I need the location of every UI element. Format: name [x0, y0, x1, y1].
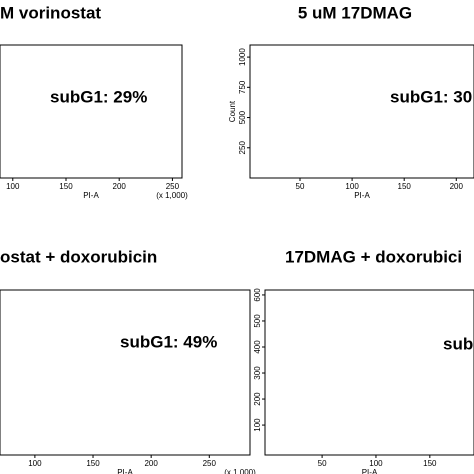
panel-title: 5 uM 17DMAG	[298, 3, 412, 22]
annotation: subG1: 30	[390, 87, 472, 106]
x-tick-label: 50	[318, 459, 327, 468]
x-tick-label: 150	[59, 182, 73, 191]
annotation: subG1: 29%	[50, 87, 147, 106]
x-tick-label: 200	[144, 459, 158, 468]
x-tick-label: 50	[296, 182, 305, 191]
x-axis-unit: (x 1,000)	[224, 468, 256, 474]
x-tick-label: 100	[369, 459, 383, 468]
y-tick-label: 100	[253, 418, 262, 432]
y-tick-label: 750	[238, 80, 247, 94]
x-axis-label: PI-A	[354, 191, 370, 200]
x-tick-label: 150	[398, 182, 412, 191]
x-tick-label: 150	[86, 459, 100, 468]
y-tick-label: 1000	[238, 48, 247, 66]
y-tick-label: 300	[253, 366, 262, 380]
x-tick-label: 100	[6, 182, 20, 191]
x-tick-label: 100	[345, 182, 359, 191]
x-axis-label: PI-A	[83, 191, 99, 200]
x-axis-label: PI-A	[117, 468, 133, 474]
plot-frame	[264, 289, 474, 456]
x-axis-unit: (x 1,000)	[156, 191, 188, 200]
x-tick-label: 200	[450, 182, 464, 191]
y-tick-label: 250	[238, 141, 247, 155]
plot-frame	[249, 44, 474, 179]
y-tick-label: 500	[238, 110, 247, 124]
y-tick-label: 600	[253, 288, 262, 302]
panel-title: ostat + doxorubicin	[0, 247, 157, 266]
annotation: sub	[443, 334, 473, 353]
panel-title: M vorinostat	[0, 3, 101, 22]
x-axis-label: PI-A	[362, 468, 378, 474]
x-tick-label: 100	[28, 459, 42, 468]
plot-frame	[0, 289, 251, 456]
x-tick-label: 250	[166, 182, 180, 191]
panel-title: 17DMAG + doxorubici	[285, 247, 462, 266]
x-tick-label: 250	[203, 459, 217, 468]
annotation: subG1: 49%	[120, 332, 217, 351]
x-tick-label: 150	[423, 459, 437, 468]
x-tick-label: 200	[113, 182, 127, 191]
y-tick-label: 500	[253, 314, 262, 328]
y-tick-label: 400	[253, 340, 262, 354]
y-axis-label: Count	[228, 100, 237, 122]
y-tick-label: 200	[253, 392, 262, 406]
plot-frame	[0, 44, 183, 179]
